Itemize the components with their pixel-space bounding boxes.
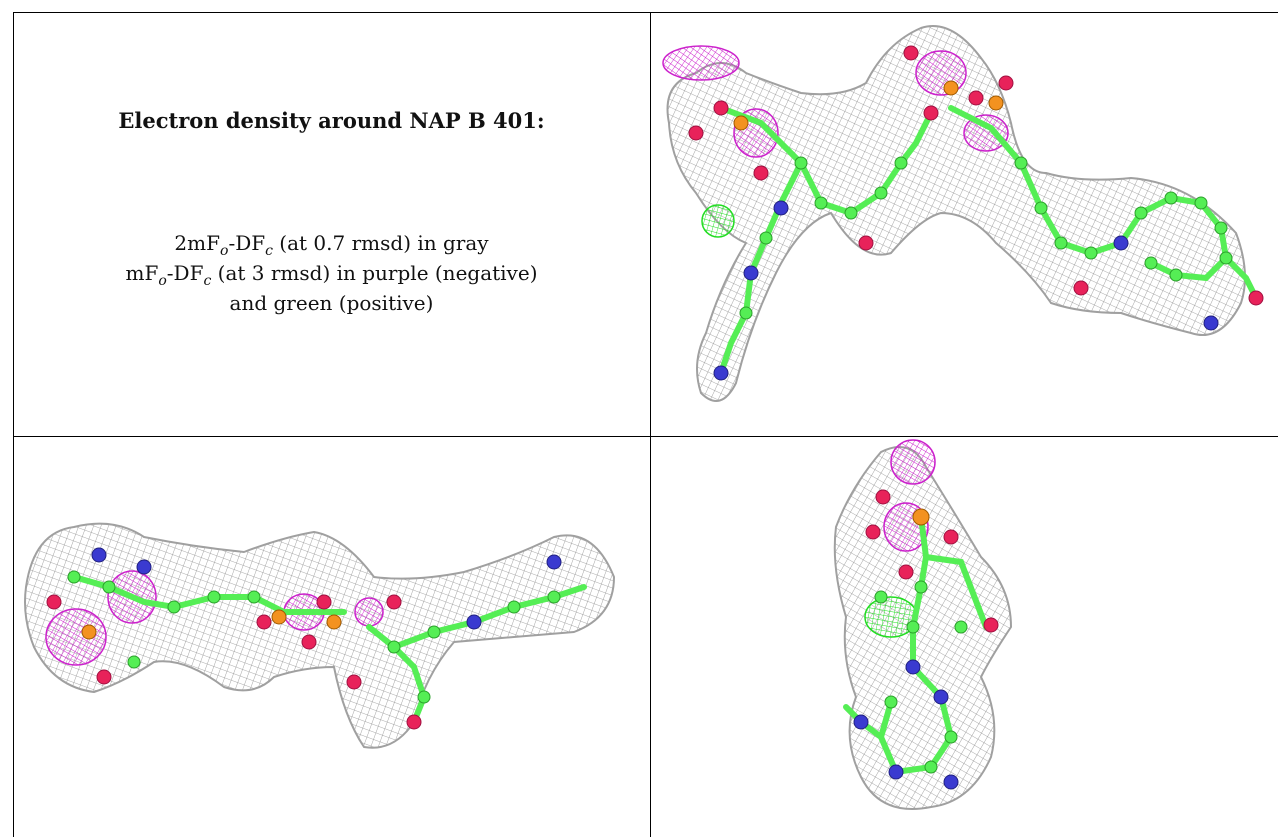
density-mesh <box>833 446 1013 810</box>
phosphorus-atoms <box>81 609 342 640</box>
density-mesh <box>666 25 1246 402</box>
negative-density-blob <box>915 50 967 96</box>
negative-density-blob <box>354 597 384 627</box>
caption-cell: Electron density around NAP B 401: 2mFo-… <box>13 13 650 436</box>
nitrogen-atoms <box>853 659 959 790</box>
nitrogen-atoms <box>91 547 562 630</box>
negative-density-blob <box>662 45 740 81</box>
table-border-left <box>13 12 14 837</box>
negative-density-blob <box>963 114 1009 152</box>
oxygen-atoms <box>688 45 1264 306</box>
legend-line-2fofc: 2mFo-DFc (at 0.7 rmsd) in gray <box>174 231 489 259</box>
density-view-bottom-right <box>651 437 1278 837</box>
table-border-top <box>13 12 1278 13</box>
carbon-atoms <box>739 156 1233 320</box>
phosphorus-atoms <box>733 80 1004 131</box>
table-divider-horizontal <box>13 436 1278 437</box>
legend-line-colors: and green (positive) <box>229 291 434 315</box>
molecule-render-2 <box>24 522 616 749</box>
legend-line-fofc: mFo-DFc (at 3 rmsd) in purple (negative) <box>125 261 538 289</box>
negative-density-blob <box>890 439 936 485</box>
oxygen-atoms <box>46 594 422 730</box>
carbon-atoms <box>67 570 561 704</box>
positive-density-blob <box>701 204 735 238</box>
figure-description: 2mFo-DFc (at 0.7 rmsd) in gray mFo-DFc (… <box>13 228 650 318</box>
density-view-top-right <box>651 13 1278 436</box>
oxygen-atoms <box>865 489 999 633</box>
molecule-render-1 <box>662 25 1264 402</box>
figure-title: Electron density around NAP B 401: <box>118 108 545 133</box>
nitrogen-atoms <box>713 200 1219 381</box>
density-mesh <box>24 522 616 749</box>
negative-density-blob <box>45 608 107 666</box>
density-view-bottom-left <box>14 437 650 837</box>
table-divider-vertical <box>650 12 651 837</box>
carbon-atoms <box>874 580 968 774</box>
molecule-render-3 <box>833 439 1013 810</box>
phosphorus-atoms <box>912 508 930 526</box>
